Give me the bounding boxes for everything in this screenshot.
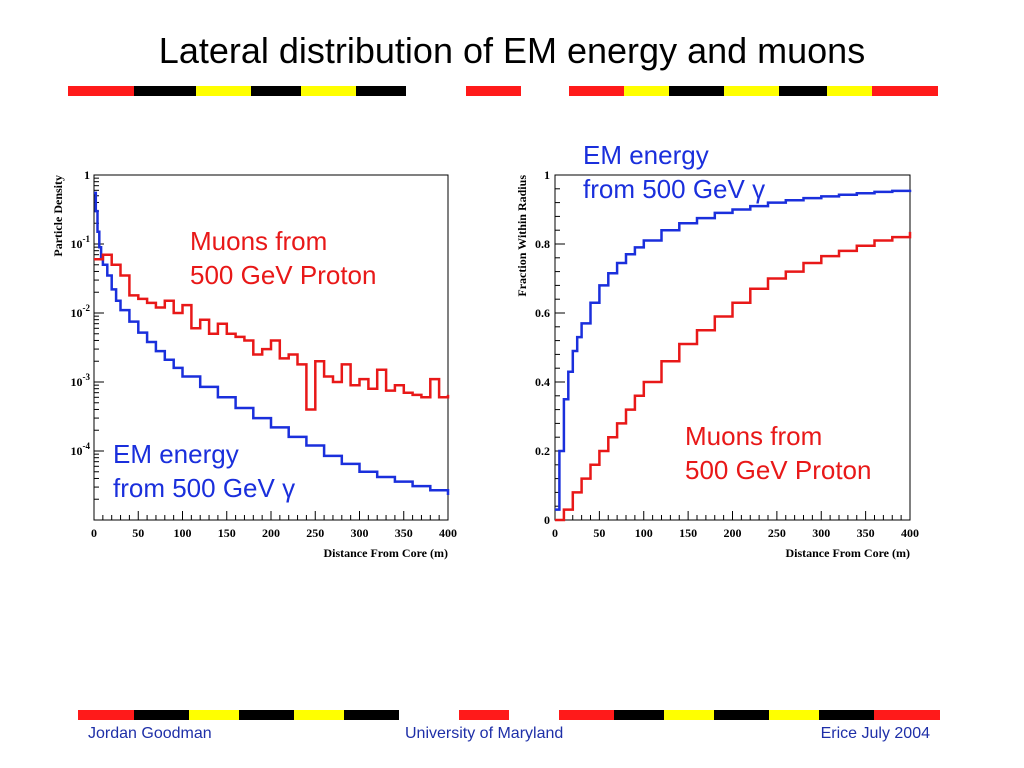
- x-ticks: 0 50 100 150 200 250 300 350 400: [91, 511, 457, 540]
- x-tick-label: 100: [635, 526, 653, 540]
- x-tick-label: 150: [679, 526, 697, 540]
- y-ticks: 1 10-1 10-2 10-3 10-4: [71, 168, 104, 500]
- annotation-line: EM energy: [583, 140, 709, 170]
- y-tick-label: 0.2: [535, 444, 550, 458]
- series-lines: [94, 191, 450, 495]
- y-axis-label: Particle Density: [51, 175, 65, 257]
- x-axis-label: Distance From Core (m): [323, 546, 448, 560]
- annotation-em-left: EM energy from 500 GeV γ: [113, 437, 295, 505]
- y-ticks: 0 0.2 0.4 0.6 0.8 1: [535, 168, 565, 527]
- muon-series-line: [94, 253, 450, 411]
- slide-title: Lateral distribution of EM energy and mu…: [158, 30, 866, 71]
- em-series-line: [555, 189, 912, 511]
- y-tick-label: 0.8: [535, 237, 550, 251]
- plot-frame: [554, 174, 911, 521]
- annotation-line: EM energy: [113, 439, 239, 469]
- y-axis-label: Fraction Within Radius: [515, 175, 529, 297]
- annotation-line: Muons from: [685, 421, 823, 451]
- y-tick-label: 0.6: [535, 306, 550, 320]
- y-tick-label: 10-4: [71, 441, 91, 458]
- x-tick-label: 400: [439, 526, 457, 540]
- x-tick-label: 250: [768, 526, 786, 540]
- fraction-within-radius-chart: 0 50 100 150 200 250 300 350 400 00.20.40.60.81 …: [515, 168, 919, 560]
- x-tick-label: 350: [857, 526, 875, 540]
- x-ticks: 0 50 100 150 200 250 300 350 400: [552, 511, 919, 540]
- footer-institution: University of Maryland: [405, 725, 564, 742]
- muon-series-line: [555, 231, 912, 522]
- x-tick-label: 400: [901, 526, 919, 540]
- x-tick-label: 50: [593, 526, 605, 540]
- footer-event: Erice July 2004: [820, 725, 930, 742]
- footer-author: Jordan Goodman: [88, 725, 212, 742]
- y-tick-label: 1: [84, 168, 90, 182]
- annotation-muons-right: Muons from 500 GeV Proton: [685, 419, 871, 487]
- x-tick-label: 350: [395, 526, 413, 540]
- x-tick-label: 50: [132, 526, 144, 540]
- x-axis-label: Distance From Core (m): [785, 546, 910, 560]
- annotation-em-right: EM energy from 500 GeV γ: [583, 138, 765, 206]
- annotation-line: 500 GeV Proton: [685, 455, 872, 485]
- annotation-muons-left: Muons from 500 GeV Proton: [190, 224, 376, 292]
- x-tick-label: 300: [351, 526, 369, 540]
- x-tick-label: 300: [812, 526, 830, 540]
- x-tick-label: 0: [91, 526, 97, 540]
- x-tick-label: 150: [218, 526, 236, 540]
- x-tick-label: 0: [552, 526, 558, 540]
- annotation-line: from 500 GeV γ: [113, 473, 296, 503]
- x-tick-label: 200: [724, 526, 742, 540]
- y-tick-label: 10-1: [71, 234, 91, 251]
- series-lines: [555, 189, 912, 522]
- x-tick-label: 100: [174, 526, 192, 540]
- particle-density-chart: 0 50 100 150 200 250 300 350 400 1 10-1 10-2 10-3 10…: [51, 168, 457, 560]
- x-tick-label: 250: [306, 526, 324, 540]
- annotation-line: from 500 GeV γ: [583, 174, 766, 204]
- y-tick-label: 0.4: [535, 375, 550, 389]
- y-tick-label: 10-2: [71, 303, 91, 320]
- annotation-line: 500 GeV Proton: [190, 260, 377, 290]
- y-tick-label: 0: [544, 513, 550, 527]
- x-tick-label: 200: [262, 526, 280, 540]
- y-tick-label: 10-3: [71, 372, 91, 389]
- em-series-line: [94, 191, 450, 495]
- y-tick-label: 1: [544, 168, 550, 182]
- annotation-line: Muons from: [190, 226, 328, 256]
